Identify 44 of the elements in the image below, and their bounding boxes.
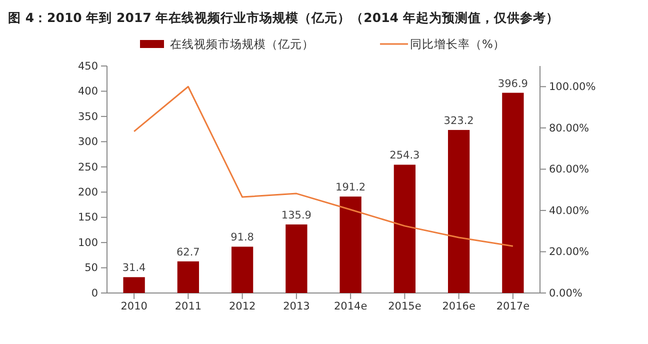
y-tick-label: 150 [78, 212, 98, 224]
y2-tick-label: 100.00% [549, 80, 596, 93]
text: 91.8 [230, 232, 254, 244]
y-tick-label: 300 [78, 136, 98, 148]
legend-label: 在线视频市场规模（亿元） [170, 37, 314, 51]
text: 254.3 [390, 150, 420, 162]
text: 135.9 [281, 209, 312, 222]
y-tick-label: 50 [84, 262, 98, 274]
bar [502, 92, 524, 293]
x-tick-label: 2011 [174, 300, 202, 312]
text: 323.2 [444, 114, 474, 127]
y-tick-label: 0 [91, 287, 98, 300]
line-series [133, 86, 514, 247]
bar [231, 246, 254, 293]
bar [286, 224, 308, 293]
text: 191.2 [336, 182, 366, 194]
y-tick-label: 350 [78, 110, 98, 123]
y2-tick-label: 0.00% [549, 287, 582, 300]
legend-label: 同比增长率（%） [410, 37, 505, 51]
y-tick-label: 450 [78, 60, 98, 72]
bar [394, 164, 416, 293]
x-tick-label: 2017e [496, 300, 530, 312]
chart-title: 图 4：2010 年到 2017 年在线视频行业市场规模（亿元）（2014 年起为预测值，仅供参考） [8, 10, 559, 25]
y-tick-label: 100 [78, 236, 98, 249]
x-tick-label: 2015e [388, 300, 422, 312]
bar [123, 277, 145, 293]
x-tick-label: 2010 [120, 300, 148, 312]
y-tick-label: 250 [78, 161, 98, 174]
text: 62.7 [176, 246, 200, 258]
text: 31.4 [122, 262, 146, 274]
bar [340, 196, 362, 293]
x-tick-label: 2012 [228, 300, 256, 312]
text: 396.9 [498, 78, 528, 90]
y-tick-label: 400 [78, 86, 98, 98]
bar [177, 261, 200, 293]
x-tick-label: 2016e [442, 300, 476, 312]
bar [448, 130, 470, 293]
y2-tick-label: 80.00% [549, 122, 590, 134]
x-tick-label: 2013 [283, 300, 310, 312]
y2-tick-label: 40.00% [549, 204, 590, 217]
y2-tick-label: 20.00% [549, 246, 590, 258]
y-tick-label: 200 [78, 186, 98, 198]
y2-tick-label: 60.00% [549, 164, 590, 176]
x-tick-label: 2014e [334, 300, 368, 312]
